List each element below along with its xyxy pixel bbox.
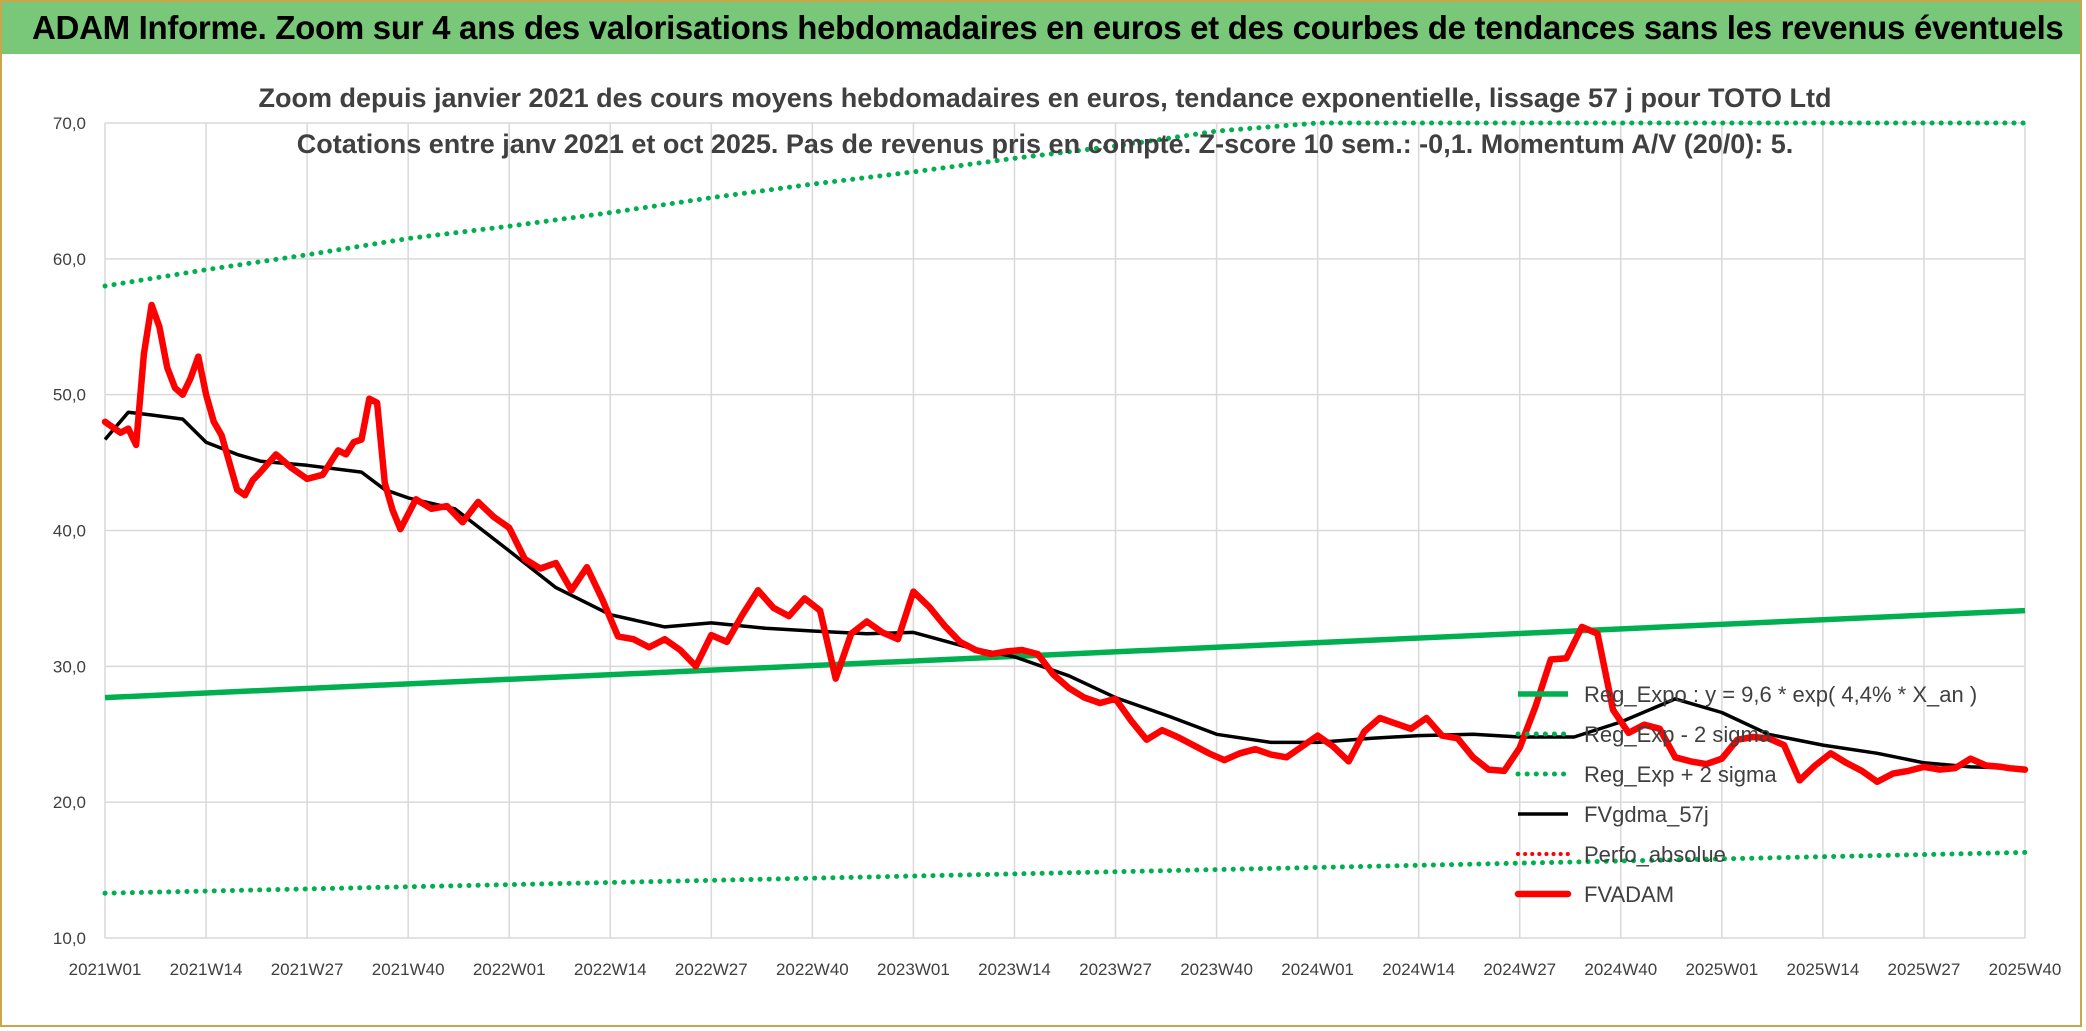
y-tick-label: 20,0 [53,793,86,812]
x-tick-label: 2022W40 [776,960,849,979]
chart-subtitle: Cotations entre janv 2021 et oct 2025. P… [297,129,1794,159]
x-tick-label: 2021W27 [271,960,344,979]
x-tick-label: 2023W14 [978,960,1051,979]
x-tick-label: 2025W40 [1989,960,2062,979]
x-tick-label: 2022W27 [675,960,748,979]
x-tick-label: 2021W14 [170,960,243,979]
series-line-0 [104,607,2026,701]
x-tick-label: 2024W01 [1281,960,1354,979]
legend: Reg_Expo : y = 9,6 * exp( 4,4% * X_an ) R… [1514,682,1977,907]
x-tick-label: 2022W14 [574,960,647,979]
x-tick-label: 2024W14 [1382,960,1455,979]
x-tick-label: 2023W01 [877,960,950,979]
chart-title: Zoom depuis janvier 2021 des cours moyen… [259,83,1832,113]
x-tick-label: 2023W27 [1079,960,1152,979]
legend-label: Reg_Exp - 2 sigma [1584,722,1772,747]
series-line-2 [102,120,2028,289]
legend-label: Reg_Expo : y = 9,6 * exp( 4,4% * X_an ) [1584,682,1977,707]
y-tick-label: 10,0 [53,929,86,948]
x-axis: 2021W01 2021W14 2021W27 2021W40 2022W01 2022W… [69,960,2062,979]
report-title: ADAM Informe. Zoom sur 4 ans des valoris… [32,9,2064,46]
series-line-1 [102,849,2028,896]
x-tick-label: 2025W27 [1888,960,1961,979]
y-tick-label: 50,0 [53,386,86,405]
y-tick-label: 40,0 [53,522,86,541]
x-tick-label: 2024W40 [1584,960,1657,979]
report-banner: ADAM Informe. Zoom sur 4 ans des valoris… [2,2,2080,54]
y-tick-label: 30,0 [53,657,86,676]
series-line-5 [101,301,2029,786]
x-tick-label: 2024W27 [1483,960,1556,979]
x-tick-label: 2023W40 [1180,960,1253,979]
x-tick-label: 2025W14 [1787,960,1860,979]
x-tick-label: 2021W40 [372,960,445,979]
series-line-3 [103,410,2026,770]
y-axis: 10,0 20,0 30,0 40,0 50,0 60,0 70,0 [53,114,86,948]
x-tick-label: 2025W01 [1685,960,1758,979]
legend-label: FVgdma_57j [1584,802,1709,827]
y-tick-label: 70,0 [53,114,86,133]
y-tick-label: 60,0 [53,250,86,269]
x-tick-label: 2022W01 [473,960,546,979]
legend-label: Reg_Exp + 2 sigma [1584,762,1777,787]
x-tick-label: 2021W01 [69,960,142,979]
legend-label: FVADAM [1584,882,1674,907]
gridlines [104,122,2026,939]
series-layer [101,120,2029,896]
chart-titles: Zoom depuis janvier 2021 des cours moyen… [259,83,1832,159]
legend-label: Perfo_absolue [1584,842,1726,867]
